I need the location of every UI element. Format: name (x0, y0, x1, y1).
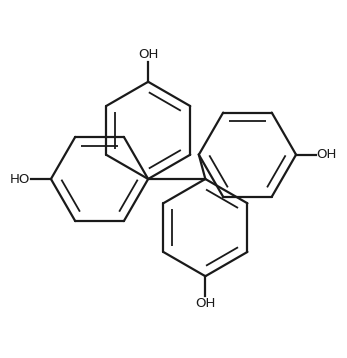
Text: OH: OH (317, 148, 337, 161)
Text: OH: OH (138, 48, 158, 61)
Text: HO: HO (10, 173, 30, 185)
Text: OH: OH (195, 297, 215, 310)
